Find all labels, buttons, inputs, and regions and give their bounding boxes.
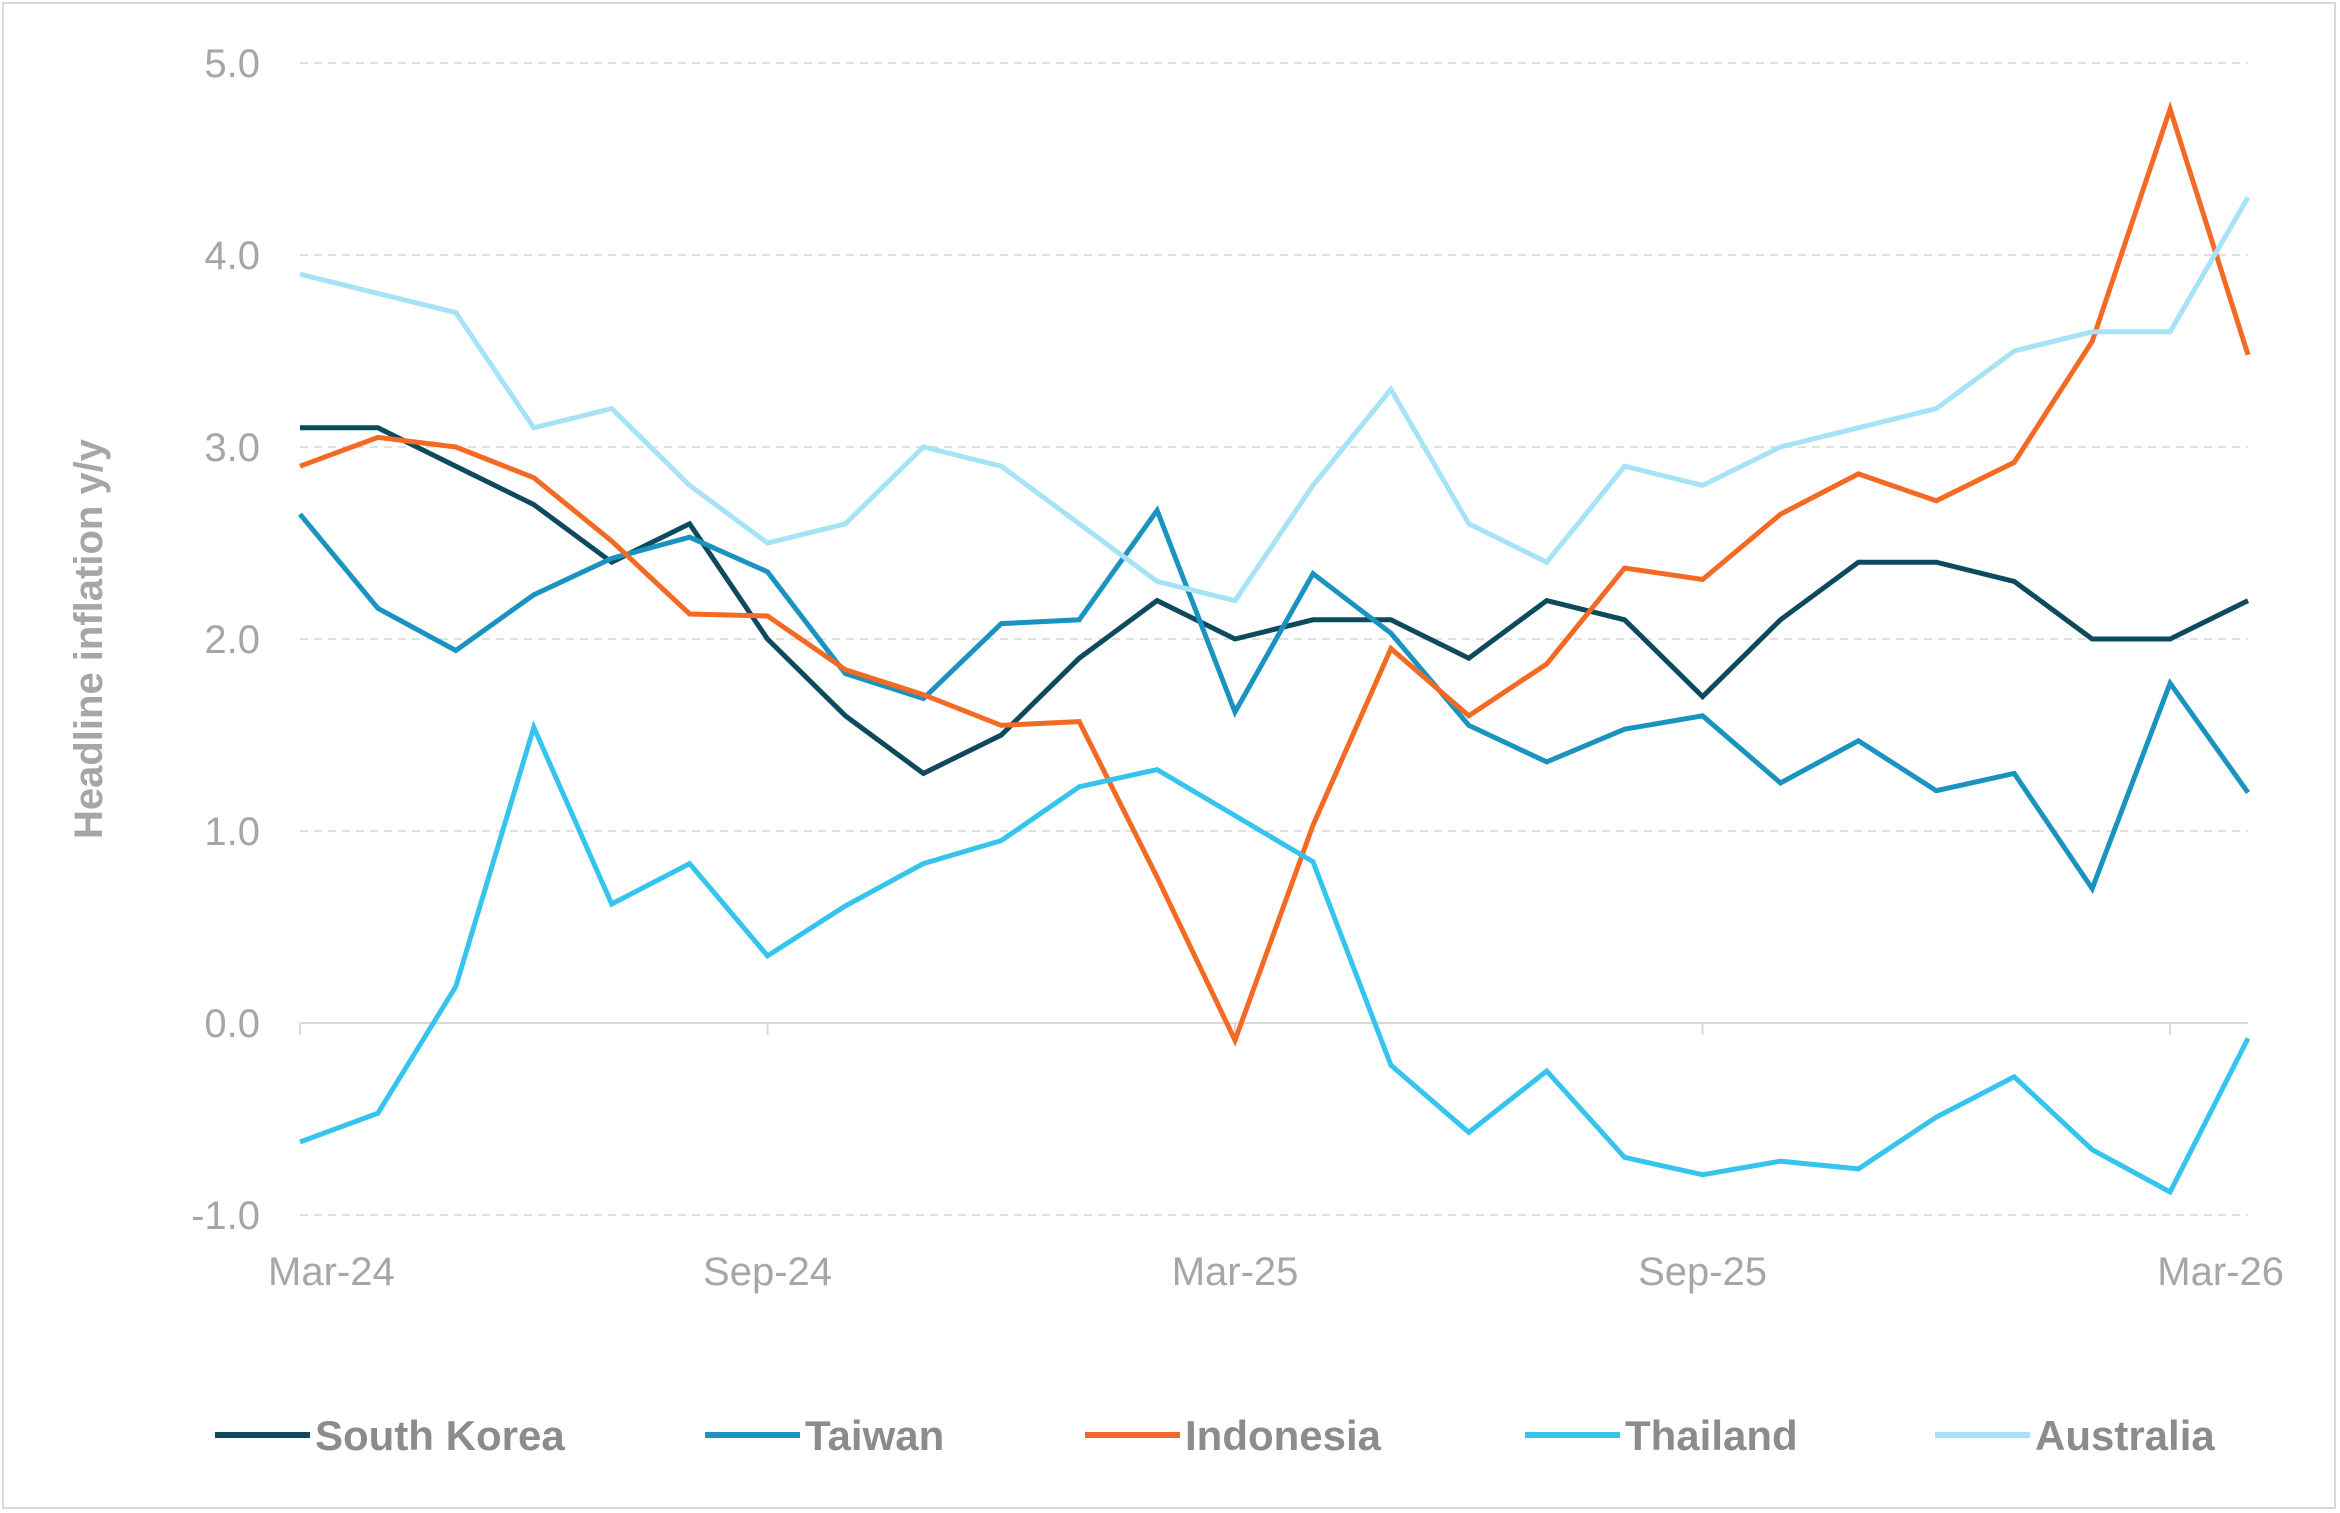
legend-label: South Korea — [315, 1412, 565, 1459]
series-line-south-korea — [300, 425, 2250, 777]
legend-label: Thailand — [1625, 1412, 1798, 1459]
y-tick-label: 2.0 — [204, 618, 260, 662]
series-lines — [298, 101, 2251, 1196]
y-axis-tick-labels: 5.0 4.0 3.0 2.0 1.0 0.0 -1.0 — [191, 42, 260, 1238]
series-line-australia — [299, 196, 2251, 604]
y-tick-label: 5.0 — [204, 42, 260, 86]
x-tick-label: Sep-24 — [703, 1250, 832, 1294]
y-axis-title: Headline inflation y/y — [67, 438, 111, 839]
y-tick-label: 0.0 — [204, 1002, 260, 1046]
series-line-indonesia — [299, 101, 2251, 1047]
x-tick-label: Mar-25 — [1172, 1250, 1299, 1294]
legend-label: Taiwan — [805, 1412, 944, 1459]
x-tick-label: Mar-24 — [268, 1250, 395, 1294]
x-tick-label: Mar-26 — [2157, 1250, 2284, 1294]
legend-label: Australia — [2035, 1412, 2215, 1459]
x-axis — [299, 1022, 2248, 1035]
y-tick-label: -1.0 — [191, 1194, 260, 1238]
legend: South Korea Taiwan Indonesia Thailand Austra… — [215, 1412, 2215, 1459]
x-tick-label: Sep-25 — [1638, 1250, 1767, 1294]
series-line-thailand — [299, 720, 2251, 1196]
y-tick-label: 4.0 — [204, 234, 260, 278]
y-tick-label: 3.0 — [204, 426, 260, 470]
legend-label: Indonesia — [1185, 1412, 1382, 1459]
x-axis-tick-labels: Mar-24 Sep-24 Mar-25 Sep-25 Mar-26 — [268, 1250, 2284, 1294]
y-tick-label: 1.0 — [204, 810, 260, 854]
